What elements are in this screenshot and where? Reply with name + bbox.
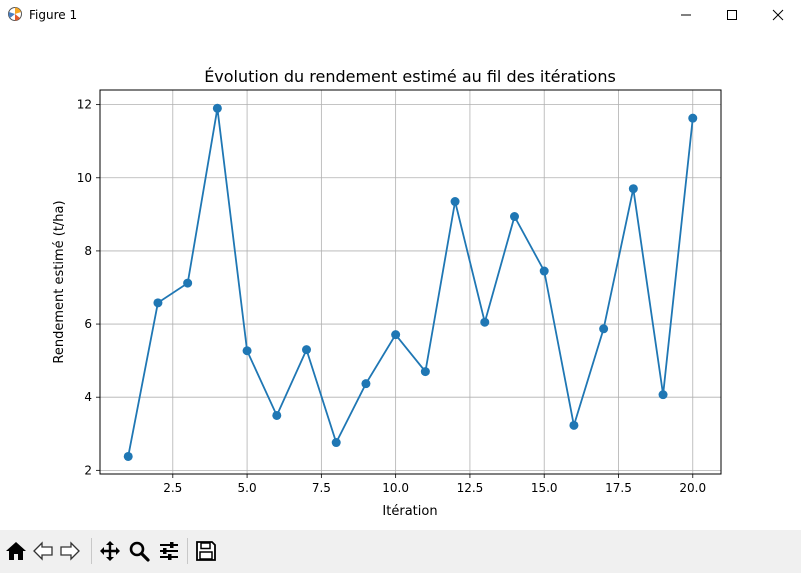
data-point — [153, 298, 163, 308]
series-line — [127, 108, 694, 457]
minimize-icon — [681, 14, 691, 16]
pan-button[interactable] — [98, 539, 122, 563]
back-arrow-icon — [33, 541, 53, 561]
data-point — [509, 212, 519, 222]
data-point — [391, 330, 401, 340]
forward-arrow-icon — [60, 541, 80, 561]
x-axis-label: Itération — [382, 504, 437, 519]
figure-canvas[interactable]: 2.5 5.0 7.5 10.0 12.5 15.0 17.5 20.0 2 4 6 8 10 12 É… — [0, 30, 801, 530]
data-point — [450, 197, 460, 207]
zoom-magnifier-icon — [129, 541, 150, 562]
data-point — [480, 317, 490, 327]
minimize-button[interactable] — [663, 0, 709, 30]
x-tick-label: 20.0 — [679, 481, 706, 495]
x-tick-label: 2.5 — [163, 481, 182, 495]
y-tick-label: 12 — [77, 98, 92, 112]
forward-button[interactable] — [58, 539, 82, 563]
data-point — [420, 367, 430, 377]
chart-title: Évolution du rendement estimé au fil des… — [204, 67, 616, 86]
data-point — [628, 184, 638, 194]
save-button[interactable] — [194, 539, 218, 563]
home-button[interactable] — [4, 539, 28, 563]
data-point — [242, 346, 252, 356]
matplotlib-icon — [7, 6, 23, 22]
x-tick-label: 5.0 — [238, 481, 257, 495]
data-point — [539, 266, 549, 276]
data-point — [599, 324, 609, 334]
window-titlebar: Figure 1 — [0, 0, 801, 30]
data-point — [658, 390, 668, 400]
home-icon — [6, 542, 26, 560]
data-point — [361, 379, 371, 389]
configure-subplots-button[interactable] — [157, 539, 181, 563]
maximize-icon — [727, 10, 737, 20]
data-point — [212, 103, 222, 113]
back-button[interactable] — [31, 539, 55, 563]
window-title: Figure 1 — [29, 8, 78, 22]
x-tick-label: 7.5 — [312, 481, 331, 495]
close-icon — [772, 9, 784, 21]
y-tick-label: 4 — [84, 390, 92, 404]
x-tick-label: 10.0 — [382, 481, 409, 495]
y-tick-label: 2 — [84, 463, 92, 477]
x-tick-label: 17.5 — [605, 481, 632, 495]
toolbar-separator — [91, 538, 92, 564]
data-point — [183, 278, 193, 288]
data-point — [123, 451, 133, 461]
data-point — [331, 438, 341, 448]
plot-frame — [99, 89, 722, 475]
x-tick-label: 12.5 — [457, 481, 484, 495]
toolbar-separator — [187, 538, 188, 564]
data-point — [272, 410, 282, 420]
y-axis-label: Rendement estimé (t/ha) — [52, 200, 67, 363]
data-point — [569, 420, 579, 430]
data-point — [302, 345, 312, 355]
save-disk-icon — [196, 541, 216, 561]
navigation-toolbar — [0, 530, 801, 573]
line-chart: 2.5 5.0 7.5 10.0 12.5 15.0 17.5 20.0 2 4 6 8 10 12 É… — [52, 67, 722, 519]
zoom-button[interactable] — [127, 539, 151, 563]
x-tick-label: 15.0 — [531, 481, 558, 495]
y-tick-label: 8 — [84, 244, 92, 258]
maximize-button[interactable] — [709, 0, 755, 30]
configure-subplots-icon — [160, 542, 178, 560]
y-tick-label: 6 — [84, 317, 92, 331]
close-button[interactable] — [755, 0, 801, 30]
data-point — [688, 113, 698, 123]
y-tick-label: 10 — [77, 171, 92, 185]
pan-move-icon — [100, 541, 120, 561]
